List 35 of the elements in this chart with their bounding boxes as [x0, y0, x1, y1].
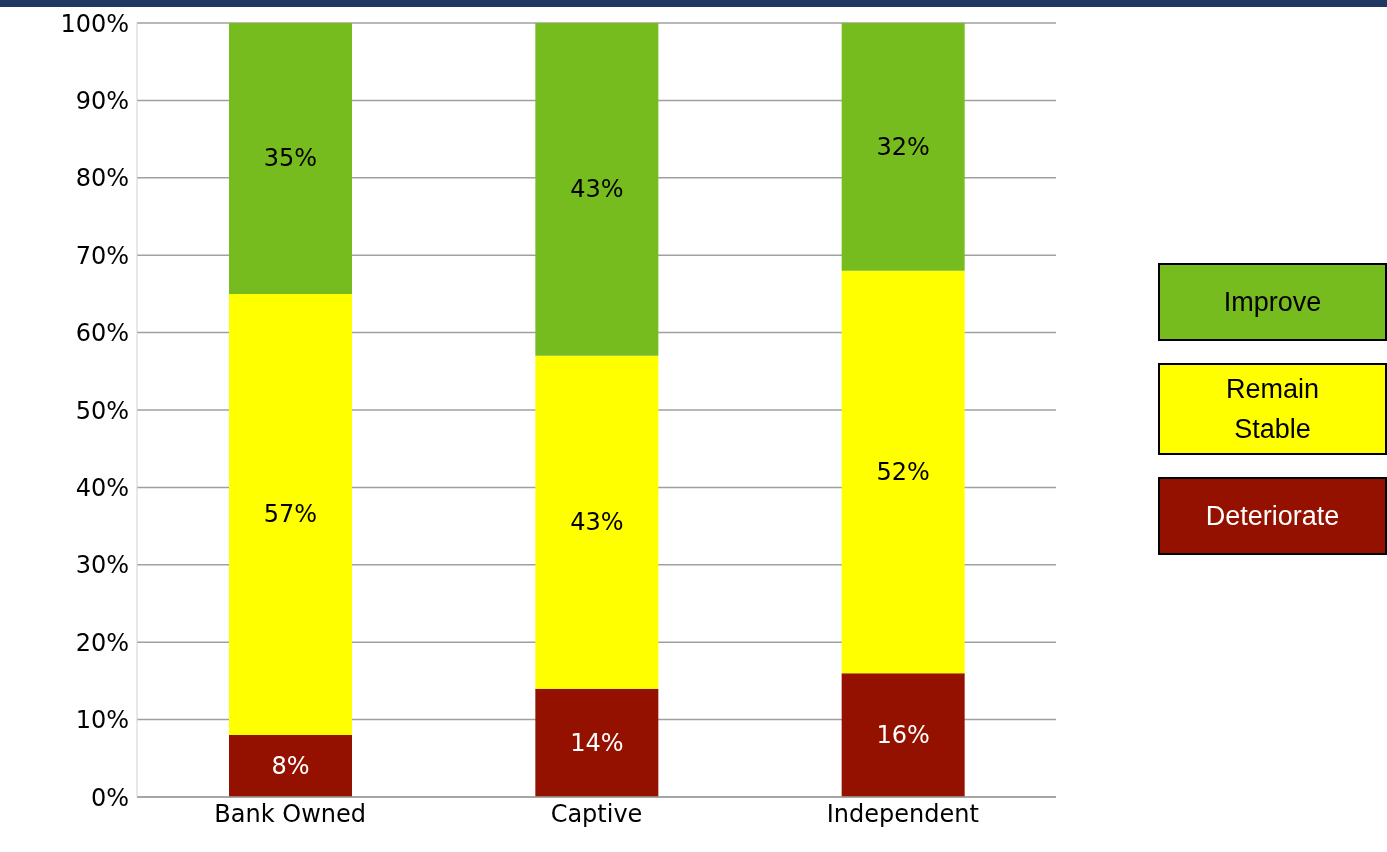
x-tick-label: Captive [550, 800, 643, 829]
y-tick-label: 20% [75, 628, 129, 657]
data-label: 43% [570, 175, 624, 204]
x-tick-label: Bank Owned [214, 800, 366, 829]
data-label: 52% [876, 457, 930, 486]
y-tick-label: 50% [75, 396, 129, 425]
y-tick-label: 10% [75, 706, 129, 735]
bar [229, 23, 352, 294]
y-tick-label: 70% [75, 241, 129, 270]
data-label: 14% [570, 728, 624, 757]
y-tick-label: 60% [75, 319, 129, 348]
bar [229, 293, 352, 736]
y-tick-label: 30% [75, 551, 129, 580]
data-label: 43% [570, 508, 624, 537]
y-tick-label: 80% [75, 164, 129, 193]
y-tick-label: 0% [90, 783, 129, 812]
data-label: 16% [876, 721, 930, 750]
y-tick-label: 40% [75, 473, 129, 502]
data-label: 32% [876, 132, 930, 161]
text: Remain Stable [1224, 373, 1320, 446]
y-tick-label: 100% [60, 9, 129, 38]
text: Improve [1223, 286, 1322, 319]
y-tick-label: 90% [75, 86, 129, 115]
bar [841, 673, 965, 797]
data-label: 35% [263, 144, 318, 173]
bar [841, 23, 965, 271]
bar [535, 23, 659, 356]
x-tick-label: Independent [826, 800, 979, 829]
data-label: 8% [271, 752, 310, 781]
bar [535, 355, 659, 689]
text: Deteriorate [1205, 500, 1340, 533]
bar [841, 270, 965, 674]
bar [535, 688, 659, 797]
bar [229, 735, 352, 797]
data-label: 57% [263, 500, 318, 529]
